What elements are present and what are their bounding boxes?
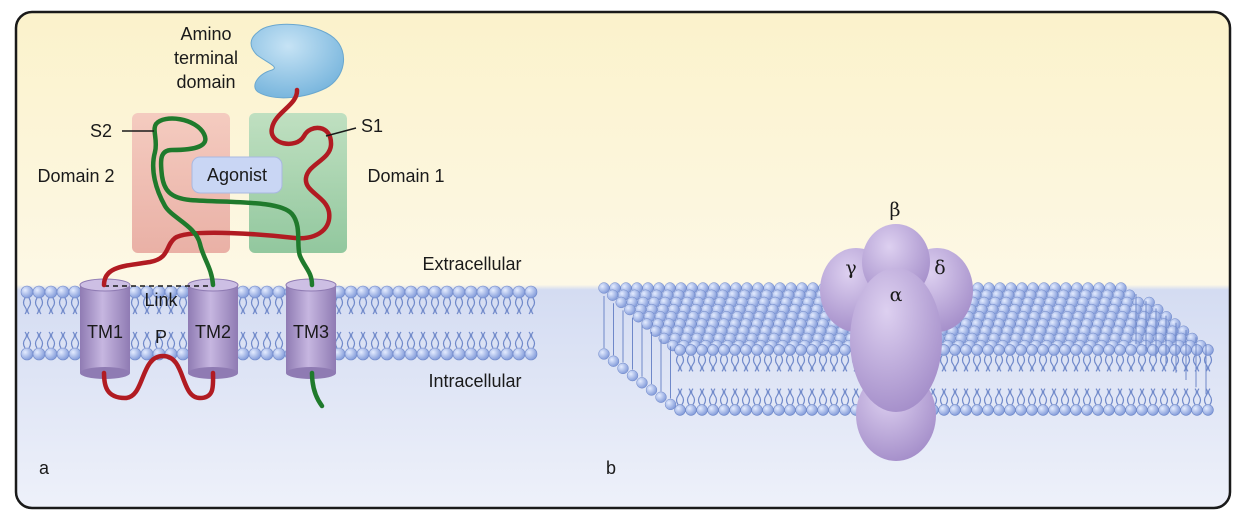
p-label: P bbox=[155, 327, 167, 347]
panel-a-letter: a bbox=[39, 458, 50, 478]
domain-1-label: Domain 1 bbox=[367, 166, 444, 186]
gamma-label: γ bbox=[845, 257, 856, 279]
s1-label: S1 bbox=[361, 116, 383, 136]
alpha-label: α bbox=[890, 284, 903, 306]
tm2-label: TM2 bbox=[195, 322, 231, 342]
green-chain-extracellular bbox=[150, 116, 315, 288]
amino-label-line-1: Amino bbox=[180, 24, 231, 44]
link-label: Link bbox=[144, 290, 178, 310]
domain-1-box bbox=[249, 113, 347, 253]
domain-2-label: Domain 2 bbox=[37, 166, 114, 186]
alpha-subunit bbox=[850, 268, 942, 412]
receptor-complex bbox=[820, 224, 973, 461]
s2-label: S2 bbox=[90, 121, 112, 141]
amino-label-line-2: terminal bbox=[174, 48, 238, 68]
amino-label-line-3: domain bbox=[176, 72, 235, 92]
s1-leader-line bbox=[325, 127, 357, 137]
tm1-label: TM1 bbox=[87, 322, 123, 342]
amino-terminal-domain-blob bbox=[250, 23, 345, 99]
panel-b: β γ δ α b bbox=[598, 199, 1214, 478]
extracellular-label: Extracellular bbox=[422, 254, 521, 274]
green-chain-intracellular bbox=[309, 370, 325, 409]
figure-frame bbox=[14, 10, 1232, 510]
red-chain-extracellular bbox=[101, 87, 334, 288]
delta-label: δ bbox=[934, 257, 945, 279]
tm3-label: TM3 bbox=[293, 322, 329, 342]
intracellular-label: Intracellular bbox=[428, 371, 521, 391]
agonist-pill bbox=[191, 156, 283, 194]
red-chain-p-loop bbox=[101, 353, 216, 401]
panel-a: Amino terminal domain S2 S1 Domain 2 Dom… bbox=[20, 23, 538, 478]
beta-label: β bbox=[890, 199, 901, 221]
agonist-label: Agonist bbox=[207, 165, 267, 185]
background bbox=[16, 12, 1230, 508]
panel-b-letter: b bbox=[606, 458, 616, 478]
tm1-cylinder bbox=[79, 278, 131, 379]
